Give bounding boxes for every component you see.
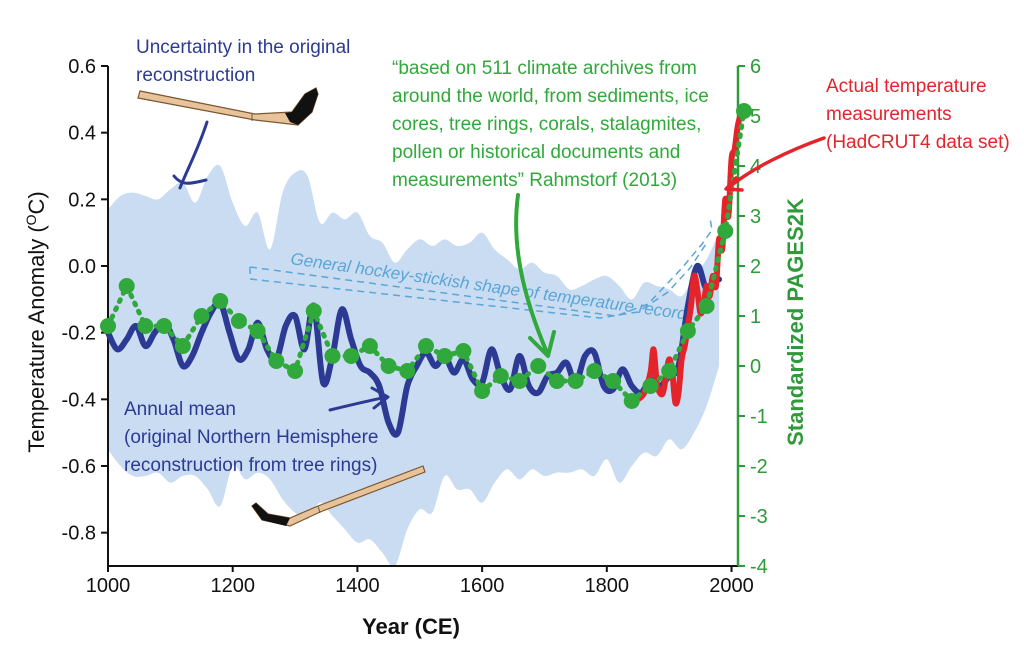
pages2k-point	[436, 348, 453, 364]
y-axis-title: Temperature Anomaly (OC)	[23, 191, 49, 453]
annual-mean-annotation: Annual mean (original Northern Hemispher…	[124, 399, 384, 476]
y-tick-label: 0.4	[68, 123, 96, 145]
x-tick-label: 2000	[709, 575, 754, 597]
hadcrut-annotation: Actual temperature measurements (HadCRUT…	[826, 76, 1010, 153]
x-axis-title: Year (CE)	[362, 614, 460, 639]
pages2k-point	[717, 223, 734, 239]
y-tick-label: -0.2	[62, 323, 96, 345]
hadcrut-arrow-icon	[724, 136, 826, 192]
pages2k-point	[474, 383, 491, 399]
pages2k-point	[137, 318, 154, 334]
pages2k-point	[418, 338, 434, 354]
pages2k-point	[736, 103, 752, 119]
y-tick-label: -0.4	[62, 389, 96, 411]
hockey-stick-icon-top	[137, 87, 319, 126]
pages2k-point	[305, 303, 322, 319]
y2-tick-label: 6	[750, 56, 761, 78]
pages2k-point	[661, 363, 678, 379]
uncertainty-annotation: Uncertainty in the original reconstructi…	[136, 37, 356, 86]
y2-tick-label: 5	[750, 106, 761, 128]
annual-mean-arrow-icon	[328, 386, 390, 412]
pages2k-point	[268, 353, 285, 369]
pages2k-point	[698, 298, 715, 314]
pages2k-point	[156, 318, 173, 334]
y2-tick-label: -3	[750, 506, 768, 528]
hockey-stick-icon-bottom	[251, 465, 426, 527]
pages2k-point	[212, 293, 229, 309]
y2-tick-label: 3	[750, 206, 761, 228]
pages2k-point	[679, 323, 696, 339]
pages2k-point	[623, 393, 640, 409]
x-tick-label: 1600	[460, 575, 505, 597]
x-tick-label: 1000	[86, 575, 131, 597]
pages2k-point	[567, 373, 584, 389]
y-tick-label: 0.6	[68, 56, 96, 78]
pages2k-point	[605, 373, 622, 389]
pages2k-point	[399, 363, 416, 379]
y-tick-label: -0.8	[62, 523, 96, 545]
x-tick-label: 1200	[210, 575, 255, 597]
y-tick-label: 0.0	[68, 256, 96, 278]
y2-tick-label: 1	[750, 306, 761, 328]
y2-tick-label: 4	[750, 156, 761, 178]
pages2k-point	[249, 323, 266, 339]
pages2k-point	[230, 313, 247, 329]
series-layer	[100, 103, 752, 438]
uncertainty-arrow-icon	[172, 120, 209, 190]
hockey-stick-outline-lower	[249, 243, 707, 319]
annual-mean-line	[105, 262, 723, 438]
pages2k-point	[118, 278, 135, 294]
pages2k-point	[287, 363, 304, 379]
pages2k-point	[100, 318, 116, 334]
hadcrut4-line	[635, 113, 744, 407]
pages2k-point	[492, 368, 509, 384]
axes-layer: 0.6 0.4 0.2 0.0 -0.2 -0.4 -0.6 -0.8 6 5 4 3 2 1 0 -1 -2 -…	[62, 56, 768, 597]
y2-tick-label: 2	[750, 256, 761, 278]
y2-axis-title: Standardized PAGES2K	[783, 198, 808, 446]
pages2k-arrow-icon	[514, 193, 556, 358]
y2-tick-label: -1	[750, 406, 768, 428]
pages2k-point	[193, 308, 210, 324]
pages2k-point	[511, 373, 528, 389]
pages2k-point	[548, 373, 565, 389]
pages2k-point	[455, 343, 472, 359]
x-tick-label: 1400	[335, 575, 380, 597]
x-tick-label: 1800	[585, 575, 630, 597]
pages2k-point	[586, 363, 603, 379]
pages2k-point	[530, 358, 547, 374]
y-tick-label: 0.2	[68, 189, 96, 211]
y2-tick-label: -2	[750, 456, 768, 478]
y-tick-label: -0.6	[62, 456, 96, 478]
pages2k-point	[642, 378, 659, 394]
y2-tick-label: -4	[750, 556, 768, 578]
y2-tick-label: 0	[750, 356, 761, 378]
pages2k-point	[380, 358, 397, 374]
pages2k-point	[174, 338, 191, 354]
pages2k-point	[343, 348, 360, 364]
pages2k-point	[361, 338, 378, 354]
pages2k-point	[324, 348, 341, 364]
pages2k-quote-annotation: “based on 511 climate archives from arou…	[392, 58, 714, 191]
